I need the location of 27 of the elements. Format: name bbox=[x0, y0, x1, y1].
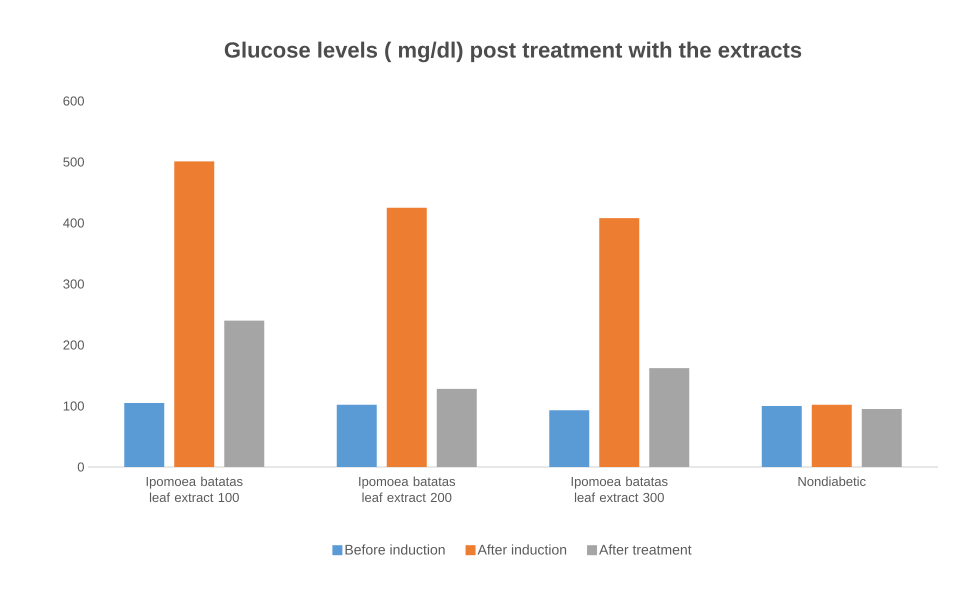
y-tick-label: 400 bbox=[63, 218, 84, 228]
bar bbox=[599, 218, 640, 467]
bar bbox=[224, 320, 264, 467]
y-tick-label: 0 bbox=[78, 462, 84, 472]
chart-title: Glucose levels ( mg/dl) post treatment with the extracts bbox=[224, 42, 802, 62]
y-tick-label: 200 bbox=[63, 340, 84, 350]
bar bbox=[124, 402, 164, 467]
bar bbox=[386, 208, 427, 467]
y-tick-label: 300 bbox=[63, 279, 84, 289]
bar bbox=[174, 161, 214, 467]
x-tick-label: Nondiabetic bbox=[798, 476, 866, 486]
legend-label: After induction bbox=[478, 544, 566, 555]
bar bbox=[336, 404, 377, 467]
y-tick-label: 500 bbox=[63, 157, 84, 167]
y-tick-label: 100 bbox=[64, 401, 84, 411]
bar bbox=[649, 368, 690, 467]
x-tick-label: Ipomoea batatas leaf extract 200 bbox=[359, 476, 456, 502]
bar bbox=[436, 388, 477, 467]
y-tick-label: 600 bbox=[63, 96, 84, 106]
x-tick-label: Ipomoea batatas leaf extract 100 bbox=[146, 476, 243, 502]
bar bbox=[549, 410, 590, 467]
legend-label: After treatment bbox=[599, 544, 692, 555]
x-tick-label: Ipomoea batatas leaf extract 300 bbox=[572, 476, 668, 502]
legend-label: Before induction bbox=[346, 544, 445, 555]
bar bbox=[812, 404, 852, 467]
bar bbox=[862, 409, 902, 467]
bar bbox=[762, 406, 802, 467]
